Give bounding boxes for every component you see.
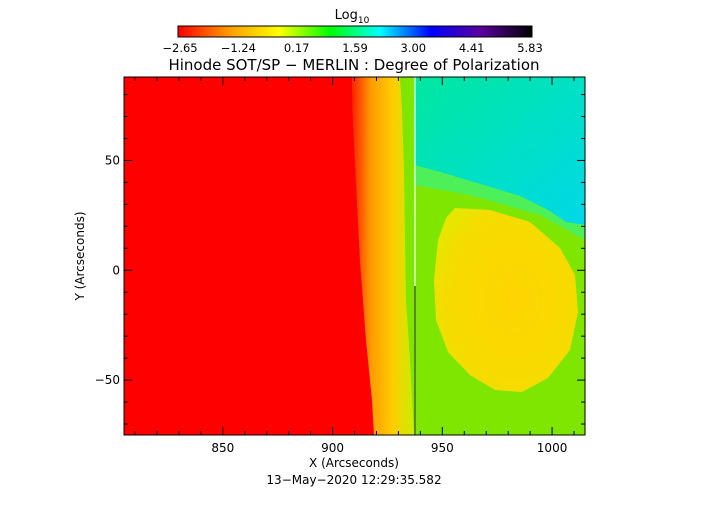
y-tick-label: −50 [95, 373, 120, 387]
region-limb-gradient [352, 77, 414, 435]
axis-ticks: 850 900 950 1000 50 0 −50 [95, 77, 585, 455]
colorbar-tick-label: 0.17 [284, 41, 310, 55]
colorbar-ticks: −2.65 −1.24 0.17 1.59 3.00 4.41 5.83 [162, 41, 542, 55]
heatmap-image [124, 77, 585, 435]
y-tick-label: 50 [105, 153, 120, 167]
x-tick-label: 900 [321, 441, 344, 455]
colorbar-label-subscript: 10 [358, 16, 370, 26]
colorbar-tick-label: 1.59 [342, 41, 368, 55]
x-axis-label: X (Arcseconds) [309, 456, 399, 470]
chart-title: Hinode SOT/SP − MERLIN : Degree of Polar… [168, 56, 539, 74]
colorbar-tick-label: −2.65 [162, 41, 197, 55]
colorbar [177, 25, 533, 38]
colorbar-tick-label: 3.00 [401, 41, 427, 55]
colorbar-tick-label: −1.24 [221, 41, 256, 55]
colorbar-label: Log10 [335, 8, 370, 26]
timestamp: 13−May−2020 12:29:35.582 [266, 473, 441, 487]
y-tick-label: 0 [112, 263, 120, 277]
region-off-limb [124, 77, 374, 435]
colorbar-tick-label: 4.41 [459, 41, 485, 55]
y-axis-label: Y (Arcseconds) [73, 211, 87, 301]
region-patch [434, 208, 578, 392]
region-mid-green [414, 165, 585, 240]
x-tick-label: 850 [211, 441, 234, 455]
region-high-polarization-cyan [414, 77, 585, 225]
colorbar-label-base: Log [335, 8, 358, 23]
colorbar-tick-label: 5.83 [517, 41, 543, 55]
x-tick-label: 950 [431, 441, 454, 455]
x-tick-label: 1000 [537, 441, 568, 455]
